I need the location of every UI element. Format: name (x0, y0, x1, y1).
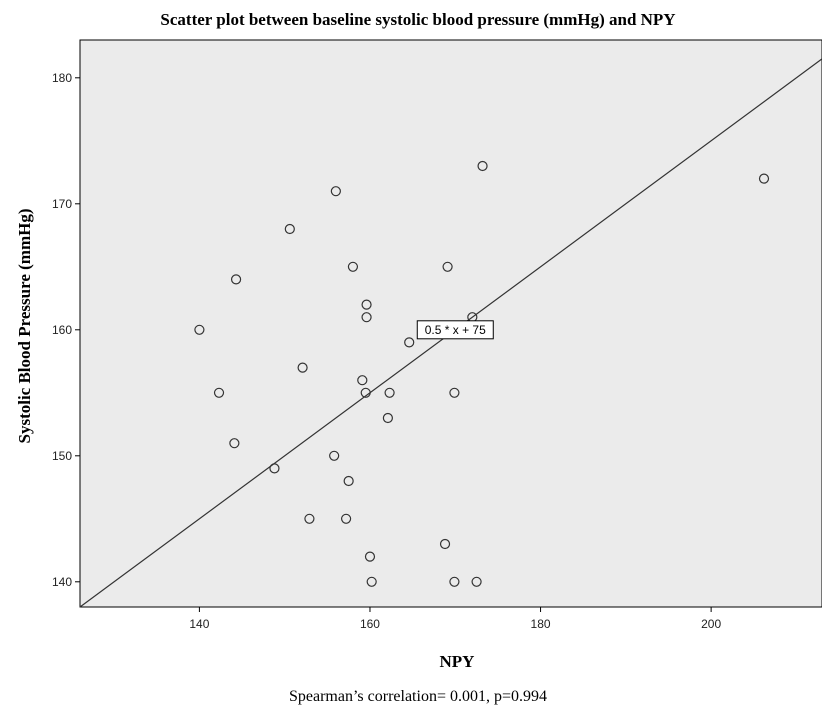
x-tick-label: 180 (531, 617, 551, 631)
scatter-point (449, 576, 460, 587)
scatter-point (360, 387, 371, 398)
scatter-point (343, 475, 354, 487)
scatter-point (230, 274, 242, 285)
scatter-point (361, 312, 372, 323)
scatter-point (269, 463, 280, 474)
axis-ticks: 140 160 180 200 140 150 160 170 180 (52, 71, 721, 631)
y-axis-title: Systolic Blood Pressure (mmHg) (15, 209, 34, 444)
y-tick-label: 170 (52, 197, 72, 211)
scatter-point (229, 438, 240, 449)
fit-line-label-group: 0.5 * x + 75 (416, 320, 494, 340)
scatter-point (384, 387, 395, 398)
scatter-point (382, 412, 393, 424)
scatter-point (477, 160, 488, 172)
scatter-point (364, 551, 376, 562)
scatter-point (404, 337, 415, 348)
scatter-point (304, 513, 315, 524)
correlation-annotation: Spearman’s correlation= 0.001, p=0.994 (289, 688, 547, 705)
scatter-point (758, 173, 770, 184)
y-tick-label: 140 (52, 575, 72, 589)
scatter-points (194, 160, 770, 587)
scatter-point (449, 387, 460, 398)
scatter-point (439, 538, 451, 550)
scatter-point (357, 375, 368, 386)
scatter-point (330, 186, 341, 197)
scatter-point (284, 223, 295, 235)
scatter-point (194, 324, 205, 335)
y-tick-label: 160 (52, 323, 72, 337)
x-tick-label: 140 (189, 617, 209, 631)
y-tick-label: 180 (52, 71, 72, 85)
scatter-point (340, 513, 352, 524)
chart-title: Scatter plot between baseline systolic b… (160, 10, 675, 29)
scatter-point (361, 299, 372, 310)
scatter-point (213, 387, 225, 398)
y-tick-label: 150 (52, 449, 72, 463)
x-axis-title: NPY (440, 652, 475, 671)
scatter-point (297, 362, 308, 373)
x-tick-label: 160 (360, 617, 380, 631)
scatter-point (442, 261, 453, 272)
fit-line-label-box (416, 320, 494, 340)
x-tick-label: 200 (701, 617, 721, 631)
scatter-point (366, 576, 377, 587)
scatter-point (347, 261, 359, 272)
fit-line-label: 0.5 * x + 75 (425, 323, 486, 337)
scatter-point (329, 450, 340, 461)
scatter-point (471, 576, 482, 587)
